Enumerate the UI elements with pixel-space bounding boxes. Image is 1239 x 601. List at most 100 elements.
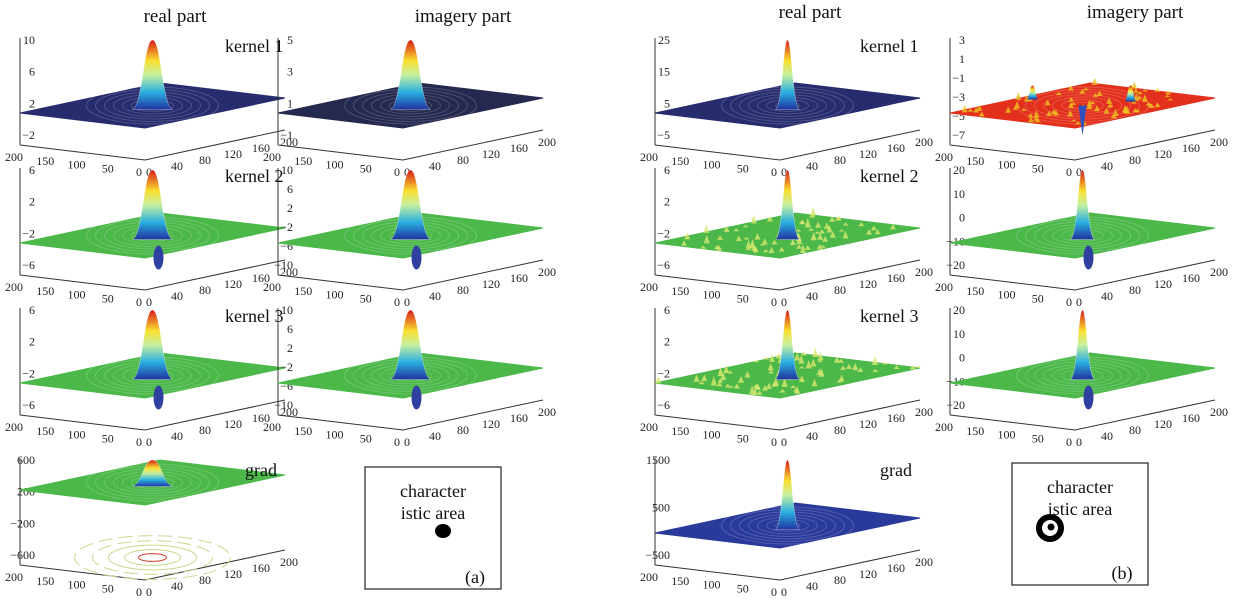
z-tick-label: 10: [953, 187, 965, 201]
x-tick-label: 160: [510, 411, 528, 425]
peak: [776, 310, 800, 380]
y-tick-label: 100: [68, 578, 86, 592]
noise-spike: [1015, 92, 1021, 99]
y-tick-label: 100: [998, 158, 1016, 172]
x-tick-label: 40: [171, 579, 183, 593]
x-tick-label: 120: [224, 147, 242, 161]
y-tick-label: 0: [136, 165, 142, 179]
y-tick-label: 150: [36, 574, 54, 588]
y-tick-label: 200: [935, 280, 953, 294]
column-title: real part: [144, 6, 207, 27]
y-tick-label: 150: [671, 154, 689, 168]
z-tick-label: −1: [952, 71, 965, 85]
x-tick-label: 200: [280, 555, 298, 569]
z-tick-label: 1500: [646, 453, 670, 467]
x-tick-label: 160: [510, 271, 528, 285]
dip: [154, 386, 164, 410]
x-tick-label: 0: [404, 295, 410, 309]
surface-plot: 0408012016020020015010050020100−10−20: [935, 163, 1228, 309]
x-tick-label: 0: [1076, 435, 1082, 449]
x-tick-label: 40: [429, 159, 441, 173]
x-tick-label: 160: [252, 561, 270, 575]
contour: [109, 545, 197, 570]
row-label: grad: [880, 460, 912, 480]
y-tick-label: 200: [640, 570, 658, 584]
contour: [125, 550, 181, 566]
y-tick-label: 0: [394, 435, 400, 449]
peak: [776, 460, 800, 530]
figure: real partimagery part0408012016020020015…: [0, 0, 1239, 601]
x-tick-label: 80: [457, 153, 469, 167]
x-tick-label: 120: [224, 417, 242, 431]
peak: [1071, 310, 1095, 380]
area-label: istic area: [401, 503, 465, 523]
y-tick-label: 200: [5, 280, 23, 294]
noise-spike: [751, 214, 757, 223]
dip: [1084, 246, 1094, 270]
y-tick-label: 50: [102, 431, 114, 445]
y-tick-label: 200: [5, 420, 23, 434]
noise-spike: [763, 357, 769, 360]
x-tick-label: 80: [199, 153, 211, 167]
y-tick-label: 100: [703, 428, 721, 442]
x-tick-label: 80: [834, 153, 846, 167]
noise-spike: [915, 366, 921, 368]
x-tick-label: 120: [859, 417, 877, 431]
x-tick-label: 200: [915, 555, 933, 569]
y-tick-label: 150: [966, 284, 984, 298]
x-tick-label: 40: [1101, 159, 1113, 173]
area-dot: [435, 524, 451, 538]
axis-line: [278, 130, 543, 160]
x-tick-label: 40: [429, 429, 441, 443]
row-label: kernel 1: [860, 36, 918, 56]
contour: [139, 554, 167, 562]
dip: [1084, 386, 1094, 410]
z-tick-label: 6: [287, 322, 293, 336]
x-tick-label: 80: [1129, 153, 1141, 167]
y-tick-label: 100: [68, 428, 86, 442]
peak: [133, 170, 173, 240]
x-tick-label: 200: [1210, 405, 1228, 419]
axis-line: [655, 130, 920, 160]
y-tick-label: 0: [771, 435, 777, 449]
x-tick-label: 200: [915, 135, 933, 149]
contour: [93, 541, 213, 575]
x-tick-label: 120: [482, 277, 500, 291]
z-tick-label: 6: [287, 182, 293, 196]
y-tick-label: 150: [36, 154, 54, 168]
x-tick-label: 40: [429, 289, 441, 303]
peak: [776, 40, 800, 110]
y-tick-label: 100: [998, 428, 1016, 442]
row-label: kernel 3: [225, 306, 283, 326]
x-tick-label: 0: [404, 435, 410, 449]
y-tick-label: 50: [737, 581, 749, 595]
axis-line: [20, 260, 285, 290]
z-tick-label: −2: [657, 226, 670, 240]
z-tick-label: 1: [959, 52, 965, 66]
area-label: character: [1047, 477, 1113, 497]
row-label: kernel 1: [225, 36, 283, 56]
x-tick-label: 0: [146, 585, 152, 599]
x-tick-label: 0: [1076, 295, 1082, 309]
z-tick-label: 6: [664, 163, 670, 177]
x-tick-label: 0: [146, 435, 152, 449]
y-tick-label: 0: [136, 585, 142, 599]
z-tick-label: 0: [959, 211, 965, 225]
y-tick-label: 150: [294, 154, 312, 168]
z-tick-label: 6: [29, 303, 35, 317]
x-tick-label: 40: [1101, 429, 1113, 443]
peak: [1071, 170, 1095, 240]
x-tick-label: 160: [1182, 271, 1200, 285]
axis-line: [278, 260, 543, 290]
z-tick-label: 3: [959, 33, 965, 47]
row-label: kernel 2: [225, 166, 283, 186]
row-label: kernel 3: [860, 306, 918, 326]
y-tick-label: 150: [294, 424, 312, 438]
x-tick-label: 160: [887, 411, 905, 425]
x-tick-label: 80: [199, 283, 211, 297]
z-tick-label: −20: [946, 258, 965, 272]
x-tick-label: 160: [887, 141, 905, 155]
column-title: imagery part: [1087, 2, 1184, 23]
z-tick-label: −200: [10, 516, 35, 530]
y-tick-label: 200: [640, 420, 658, 434]
